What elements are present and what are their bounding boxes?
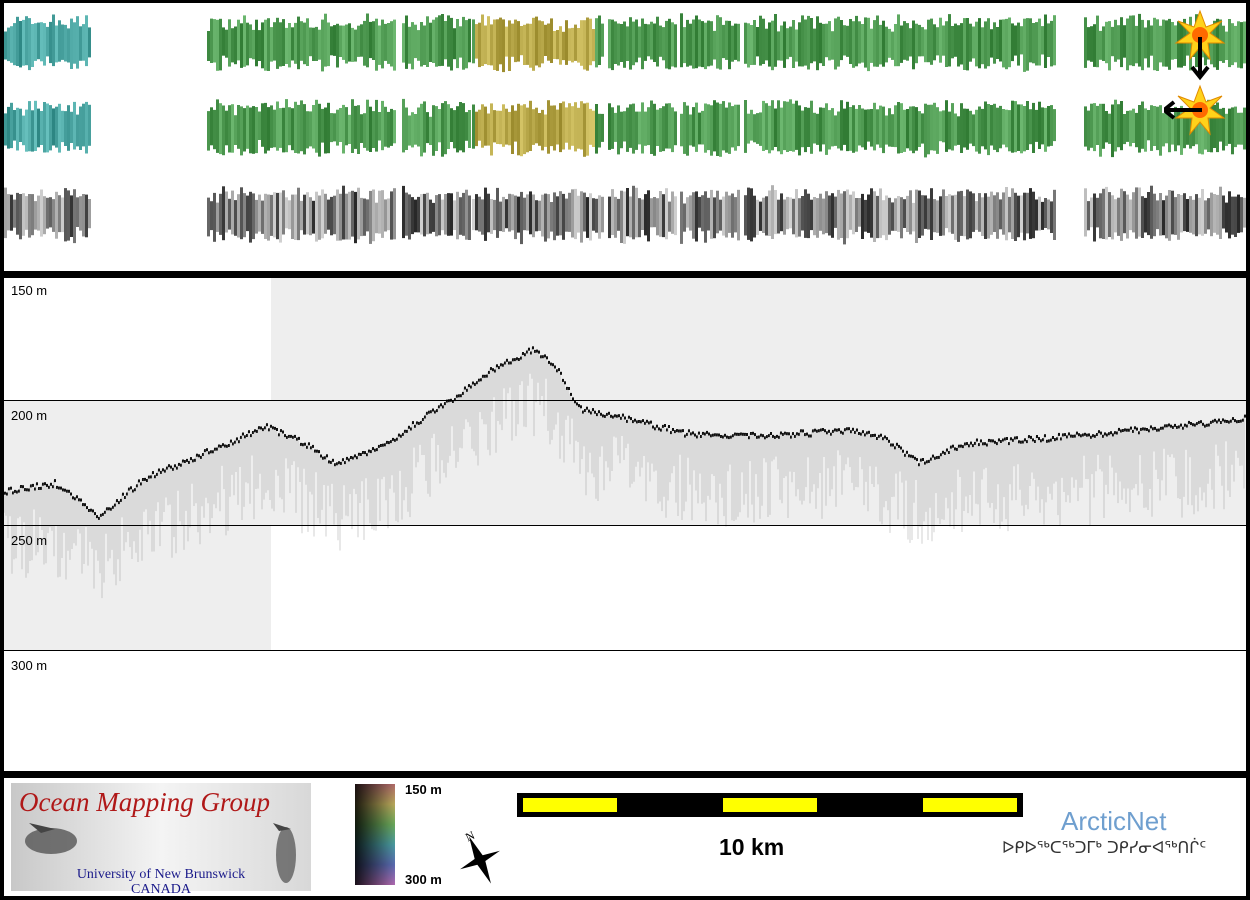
scale-segment bbox=[523, 798, 617, 812]
country-name: CANADA bbox=[131, 882, 191, 896]
backscatter-strip bbox=[4, 185, 1246, 245]
seabed-echo-trace bbox=[4, 346, 1246, 599]
relief-strip-north bbox=[4, 13, 1246, 73]
depth-label-150: 150 m bbox=[11, 283, 48, 298]
scale-segment bbox=[923, 798, 1017, 812]
arcticnet-logo-text: ArcticNet bbox=[1061, 806, 1167, 836]
depth-gridline-200 bbox=[4, 400, 1246, 401]
depth-label-250: 250 m bbox=[11, 533, 48, 548]
legend-panel: Ocean Mapping Group University of New Br… bbox=[4, 778, 1246, 896]
seafloor-logo-background bbox=[11, 783, 311, 891]
scale-label: 10 km bbox=[719, 834, 785, 860]
university-name: University of New Brunswick bbox=[76, 867, 246, 882]
depth-label-300: 300 m bbox=[11, 658, 48, 673]
depth-profile-panel: 150 m 200 m 250 m 300 m bbox=[4, 278, 1246, 771]
depth-gridline-300 bbox=[4, 650, 1246, 651]
depth-label-200: 200 m bbox=[11, 408, 48, 423]
depth-profile-plot bbox=[4, 278, 1246, 650]
arcticnet-syllabics: ᐅᑭᐅᖅᑕᖅᑐᒥᒃ ᑐᑭᓯᓂᐊᖅᑎᒌᑦ bbox=[1002, 838, 1207, 857]
arrow-down-icon bbox=[1190, 37, 1210, 81]
colorbar-bottom-label: 300 m bbox=[405, 872, 442, 887]
north-label: N bbox=[463, 828, 477, 844]
scale-bar bbox=[517, 793, 1023, 817]
colorbar-top-label: 150 m bbox=[405, 782, 442, 797]
swath-strips-panel bbox=[4, 3, 1246, 271]
arrow-left-icon bbox=[1164, 100, 1202, 120]
scale-segment bbox=[723, 798, 817, 812]
depth-gridline-250 bbox=[4, 525, 1246, 526]
ocean-mapping-group-logo: Ocean Mapping Group University of New Br… bbox=[11, 783, 311, 896]
depth-colorbar bbox=[355, 784, 395, 885]
north-arrow-icon: N bbox=[460, 828, 500, 884]
sun-direction-icons bbox=[1164, 9, 1226, 136]
organization-title: Ocean Mapping Group bbox=[19, 787, 270, 817]
relief-strip-east bbox=[4, 98, 1246, 158]
